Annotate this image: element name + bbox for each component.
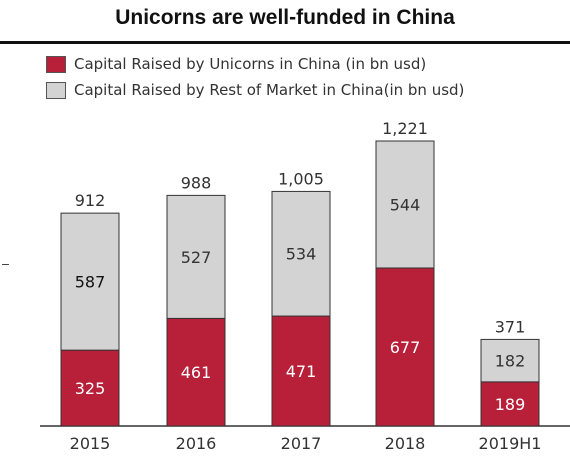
x-tick-label-2019H1: 2019H1 xyxy=(479,434,542,453)
legend-item-rest-of-market: Capital Raised by Rest of Market in Chin… xyxy=(46,77,464,103)
data-label-unicorns-2019H1: 189 xyxy=(495,395,526,414)
total-label-2018: 1,221 xyxy=(382,119,428,138)
total-label-2015: 912 xyxy=(75,191,106,210)
legend-item-unicorns: Capital Raised by Unicorns in China (in … xyxy=(46,51,464,77)
total-label-2017: 1,005 xyxy=(278,169,324,188)
data-label-rest-of-market-2018: 544 xyxy=(390,195,421,214)
bar-unicorns-2018 xyxy=(375,267,435,427)
total-label-2016: 988 xyxy=(181,173,212,192)
data-label-rest-of-market-2019H1: 182 xyxy=(495,352,526,371)
bar-rest-of-market-2016 xyxy=(166,194,226,319)
chart-title: Unicorns are well-funded in China xyxy=(115,6,455,29)
bar-rest-of-market-2015 xyxy=(60,212,120,351)
axis-tick-mark xyxy=(2,264,9,265)
bar-unicorns-2016 xyxy=(166,317,226,427)
bar-unicorns-2019H1 xyxy=(480,381,540,427)
bar-rest-of-market-2017 xyxy=(271,190,331,317)
x-tick-label-2018: 2018 xyxy=(385,434,426,453)
bars-group: 325 587 912 2015 461 527 988 2016 471 534 1,005 201… xyxy=(60,119,542,453)
data-label-rest-of-market-2016: 527 xyxy=(181,248,212,267)
title-underline xyxy=(0,41,570,44)
legend: Capital Raised by Unicorns in China (in … xyxy=(46,51,464,103)
total-label-2019H1: 371 xyxy=(495,317,526,336)
legend-swatch-unicorns xyxy=(46,55,66,73)
data-label-rest-of-market-2017: 534 xyxy=(286,245,317,264)
legend-label-unicorns: Capital Raised by Unicorns in China (in … xyxy=(74,55,427,73)
x-tick-label-2017: 2017 xyxy=(281,434,322,453)
legend-label-rest-of-market: Capital Raised by Rest of Market in Chin… xyxy=(74,81,465,99)
data-label-unicorns-2015: 325 xyxy=(75,379,106,398)
data-label-unicorns-2016: 461 xyxy=(181,363,212,382)
bar-unicorns-2015 xyxy=(60,349,120,427)
data-label-unicorns-2017: 471 xyxy=(286,362,317,381)
bar-rest-of-market-2019H1 xyxy=(480,338,540,383)
bar-rest-of-market-2018 xyxy=(375,140,435,269)
bar-unicorns-2017 xyxy=(271,315,331,427)
data-label-rest-of-market-2015: 587 xyxy=(75,273,106,292)
data-label-unicorns-2018: 677 xyxy=(390,338,421,357)
legend-swatch-rest-of-market xyxy=(46,81,66,99)
x-tick-label-2015: 2015 xyxy=(70,434,111,453)
x-tick-label-2016: 2016 xyxy=(176,434,217,453)
